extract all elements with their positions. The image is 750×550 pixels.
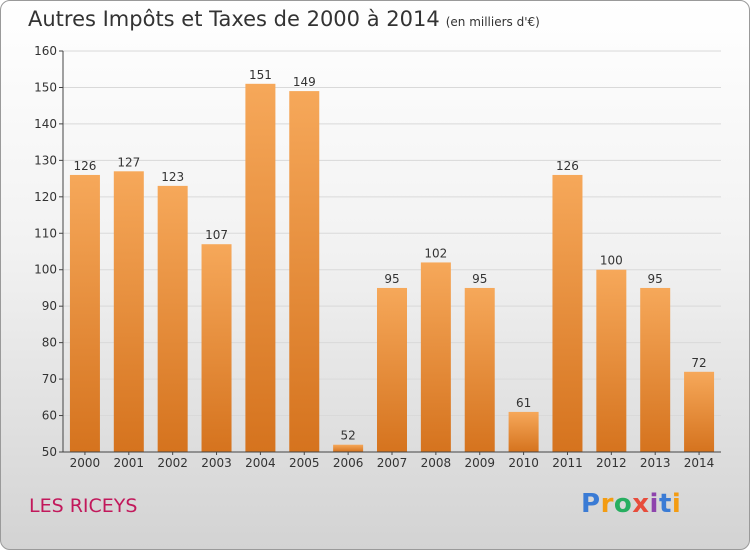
y-tick-label: 150: [34, 80, 57, 94]
bar: [113, 171, 144, 453]
unit-label: (en milliers d'€): [445, 15, 540, 29]
title-text: Autres Impôts et Taxes de 2000 à 2014: [28, 7, 440, 31]
y-tick-label: 110: [34, 226, 57, 240]
bar: [201, 244, 232, 452]
bar: [333, 444, 364, 452]
data-label: 149: [293, 75, 316, 89]
data-label: 127: [117, 155, 140, 169]
bar: [289, 91, 320, 452]
x-tick-label: 2012: [596, 456, 627, 470]
logo-letter: i: [671, 489, 682, 519]
x-tick-label: 2006: [333, 456, 364, 470]
logo-letter: x: [632, 489, 650, 519]
x-tick-label: 2010: [508, 456, 539, 470]
labels: 50 60 70 80 90 100 110 120 130 140 150 160 126 2000 12…: [34, 44, 714, 470]
x-tick-label: 2000: [70, 456, 101, 470]
data-label: 95: [648, 272, 663, 286]
data-label: 95: [384, 272, 399, 286]
x-tick-label: 2014: [684, 456, 715, 470]
y-tick-label: 140: [34, 117, 57, 131]
data-label: 123: [161, 170, 184, 184]
data-label: 61: [516, 396, 531, 410]
axes: [59, 50, 721, 455]
data-label: 107: [205, 228, 228, 242]
data-label: 102: [424, 246, 447, 260]
data-label: 100: [600, 254, 623, 268]
bar: [420, 262, 451, 452]
bar: [684, 371, 715, 452]
x-tick-label: 2002: [157, 456, 188, 470]
bar: [377, 287, 407, 452]
bar: [464, 287, 495, 452]
y-tick-label: 90: [42, 299, 57, 313]
x-tick-label: 2003: [201, 456, 232, 470]
y-tick-label: 160: [34, 44, 57, 58]
x-tick-label: 2007: [377, 456, 408, 470]
x-tick-label: 2013: [640, 456, 671, 470]
x-tick-label: 2001: [114, 456, 145, 470]
y-tick-label: 80: [42, 336, 57, 350]
x-tick-label: 2009: [464, 456, 495, 470]
y-tick-label: 60: [42, 409, 57, 423]
y-tick-label: 130: [34, 153, 57, 167]
bars: [69, 83, 715, 453]
logo-letter: r: [600, 489, 614, 519]
data-label: 126: [556, 159, 579, 173]
bar: [69, 174, 100, 453]
logo-letter: t: [658, 489, 672, 519]
bar: [245, 83, 276, 453]
y-tick-label: 50: [42, 445, 57, 459]
y-tick-label: 100: [34, 263, 57, 277]
x-tick-label: 2005: [289, 456, 320, 470]
x-tick-label: 2004: [245, 456, 276, 470]
chart-title: Autres Impôts et Taxes de 2000 à 2014 (en…: [28, 7, 540, 31]
bar: [157, 185, 188, 452]
data-label: 52: [340, 429, 355, 443]
bar: [508, 411, 539, 452]
x-tick-label: 2011: [552, 456, 583, 470]
bar: [640, 287, 671, 452]
data-label: 72: [691, 356, 706, 370]
logo-letter: o: [613, 489, 633, 519]
y-tick-label: 70: [42, 372, 57, 386]
x-tick-label: 2008: [421, 456, 452, 470]
logo-letter: P: [581, 489, 601, 519]
y-tick-label: 120: [34, 190, 57, 204]
data-label: 95: [472, 272, 487, 286]
logo-letter: i: [649, 489, 659, 519]
data-label: 151: [249, 68, 272, 82]
bar: [596, 269, 627, 452]
commune-name: LES RICEYS: [29, 495, 138, 517]
proxiti-logo: Proxiti: [581, 489, 681, 519]
data-label: 126: [73, 159, 96, 173]
bar: [552, 174, 583, 453]
